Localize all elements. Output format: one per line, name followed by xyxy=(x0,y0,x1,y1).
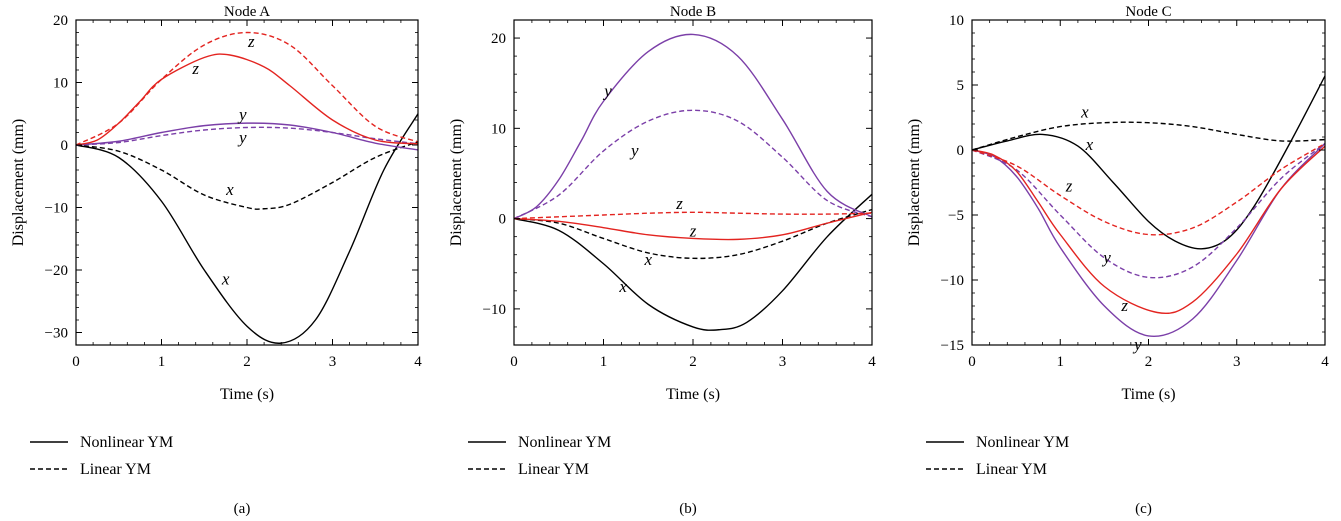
y-tick-label: 20 xyxy=(53,13,68,29)
series-z-linear xyxy=(972,142,1325,236)
y-tick-label: −30 xyxy=(45,326,68,342)
series-label-z: z xyxy=(191,59,199,78)
series-y-linear xyxy=(972,142,1325,279)
plot-frame xyxy=(75,19,419,346)
series-label-x: x xyxy=(643,250,652,269)
legend-linear-label: Linear YM xyxy=(976,461,1047,478)
y-tick-label: 5 xyxy=(957,78,965,94)
x-tick-label: 3 xyxy=(779,354,787,370)
series-label-x: x xyxy=(225,180,234,199)
series-label-y: y xyxy=(602,81,612,100)
series-label-x: x xyxy=(221,269,230,288)
series-label-y: y xyxy=(1101,248,1111,267)
series-y-nonlinear xyxy=(972,143,1325,338)
series-label-y: y xyxy=(237,105,247,124)
x-axis-label: Time (s) xyxy=(1121,386,1175,403)
panel-a: 0 1 2 3 4 20 10 0 −10 −20 −30 Node A Time (s) Displac… xyxy=(10,4,422,517)
series-x-nonlinear xyxy=(514,193,872,331)
y-tick-label: −10 xyxy=(45,201,68,217)
x-tick-label: 1 xyxy=(158,354,166,370)
y-axis-label: Displacement (mm) xyxy=(906,119,923,247)
chart-title: Node A xyxy=(224,4,270,20)
panel-c: 0 1 2 3 4 10 5 0 −5 −10 −15 Node C Time (s) Displacem… xyxy=(906,4,1329,517)
series-label-z: z xyxy=(1065,176,1073,195)
legend-nonlinear-label: Nonlinear YM xyxy=(518,434,611,451)
series-x-nonlinear xyxy=(972,75,1325,250)
series-x-nonlinear xyxy=(76,113,418,344)
series-label-z: z xyxy=(689,221,697,240)
y-tick-label: −20 xyxy=(45,263,68,279)
series-label-x: x xyxy=(618,277,627,296)
panel-label: (c) xyxy=(1135,501,1152,517)
y-tick-label: 0 xyxy=(61,138,69,154)
y-tick-label: −10 xyxy=(483,302,506,318)
y-tick-label: 0 xyxy=(957,143,965,159)
series-label-y: y xyxy=(237,128,247,147)
series-label-z: z xyxy=(675,194,683,213)
series-z-linear xyxy=(76,31,418,146)
x-tick-label: 3 xyxy=(1233,354,1241,370)
legend-linear-label: Linear YM xyxy=(80,461,151,478)
series-y-linear xyxy=(76,126,418,146)
series-label-x: x xyxy=(1085,135,1094,154)
x-tick-label: 4 xyxy=(1321,354,1329,370)
x-tick-label: 2 xyxy=(689,354,697,370)
series-label-x: x xyxy=(1080,102,1089,121)
series-label-y: y xyxy=(629,141,639,160)
panel-label: (b) xyxy=(679,501,697,517)
series-x-linear xyxy=(76,141,418,210)
x-tick-label: 1 xyxy=(600,354,608,370)
series-z-nonlinear xyxy=(76,53,418,146)
series-y-nonlinear xyxy=(514,33,872,220)
y-tick-label: −15 xyxy=(941,338,964,354)
y-tick-label: −5 xyxy=(948,208,964,224)
x-tick-label: 4 xyxy=(868,354,876,370)
y-tick-label: 20 xyxy=(491,31,506,47)
y-tick-label: 10 xyxy=(491,121,506,137)
x-tick-label: 0 xyxy=(510,354,518,370)
y-tick-label: −10 xyxy=(941,273,964,289)
series-label-z: z xyxy=(1120,296,1128,315)
chart-title: Node C xyxy=(1125,4,1171,20)
legend-linear-label: Linear YM xyxy=(518,461,589,478)
series-y-linear xyxy=(514,109,872,220)
plot-frame xyxy=(513,19,873,346)
panel-label: (a) xyxy=(234,501,251,517)
y-tick-label: 10 xyxy=(53,76,68,92)
x-axis-label: Time (s) xyxy=(220,386,274,403)
x-tick-label: 0 xyxy=(968,354,976,370)
series-z-linear xyxy=(514,211,872,220)
x-tick-label: 1 xyxy=(1057,354,1065,370)
x-axis-label: Time (s) xyxy=(666,386,720,403)
series-x-linear xyxy=(514,208,872,260)
x-tick-label: 3 xyxy=(329,354,337,370)
y-axis-label: Displacement (mm) xyxy=(448,119,465,247)
x-tick-label: 2 xyxy=(1145,354,1153,370)
panel-b: 0 1 2 3 4 20 10 0 −10 Node B Time (s) Displacement … xyxy=(448,4,876,517)
series-label-y: y xyxy=(1132,335,1142,354)
y-axis-label: Displacement (mm) xyxy=(10,119,27,247)
series-y-nonlinear xyxy=(76,122,418,151)
chart-title: Node B xyxy=(670,4,716,20)
y-tick-label: 0 xyxy=(499,212,507,228)
legend-nonlinear-label: Nonlinear YM xyxy=(80,434,173,451)
x-tick-label: 4 xyxy=(414,354,422,370)
x-tick-label: 2 xyxy=(243,354,251,370)
series-z-nonlinear xyxy=(514,211,872,241)
series-label-z: z xyxy=(247,32,255,51)
legend-nonlinear-label: Nonlinear YM xyxy=(976,434,1069,451)
x-tick-label: 0 xyxy=(72,354,80,370)
series-z-nonlinear xyxy=(972,145,1325,315)
y-tick-label: 10 xyxy=(949,13,964,29)
series-x-linear xyxy=(972,121,1325,151)
